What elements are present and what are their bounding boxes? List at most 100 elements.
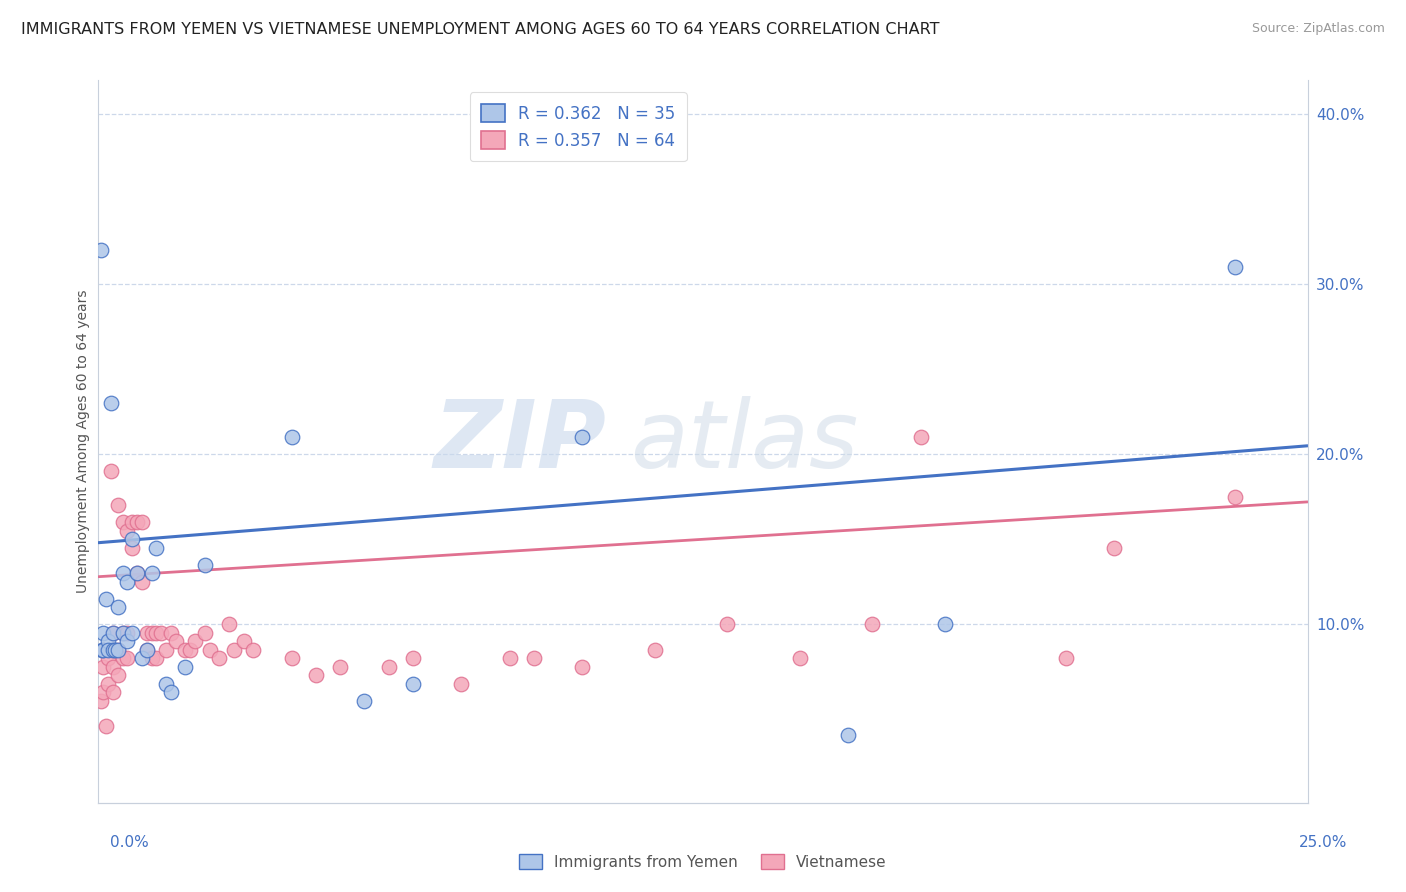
Text: ZIP: ZIP (433, 395, 606, 488)
Point (644, 642, 666, 657)
Point (184, 634, 207, 648)
Point (860, 617, 883, 632)
Point (194, 625, 217, 640)
Point (104, 642, 127, 657)
Point (789, 651, 811, 665)
Point (1223, 490, 1246, 504)
Point (127, 566, 149, 581)
Point (97, 651, 120, 665)
Point (117, 524, 139, 538)
Point (117, 625, 139, 640)
Point (101, 625, 124, 640)
Point (232, 634, 254, 648)
Point (208, 651, 231, 665)
Legend: R = 0.362   N = 35, R = 0.357   N = 64: R = 0.362 N = 35, R = 0.357 N = 64 (470, 92, 686, 161)
Point (100, 396, 122, 410)
Point (222, 642, 245, 657)
Point (90, 244, 112, 258)
Point (94, 719, 117, 733)
Point (353, 694, 375, 708)
Point (94, 591, 117, 606)
Point (198, 642, 221, 657)
Point (377, 660, 399, 674)
Point (117, 574, 139, 589)
Point (402, 651, 425, 665)
Point (837, 728, 859, 742)
Point (523, 651, 546, 665)
Point (135, 642, 157, 657)
Point (1054, 651, 1077, 665)
Point (121, 533, 143, 547)
Point (218, 617, 240, 632)
Point (91, 642, 114, 657)
Point (155, 677, 177, 691)
Point (571, 430, 593, 444)
Point (107, 600, 129, 615)
Point (1102, 541, 1125, 555)
Point (141, 566, 163, 581)
Point (117, 651, 139, 665)
Point (145, 625, 167, 640)
Point (934, 617, 956, 632)
Point (90, 694, 112, 708)
Point (107, 668, 129, 682)
Point (165, 634, 187, 648)
Point (107, 642, 129, 657)
Point (155, 642, 177, 657)
Text: 25.0%: 25.0% (1299, 836, 1347, 850)
Point (329, 660, 352, 674)
Point (121, 516, 143, 530)
Point (145, 541, 167, 555)
Text: IMMIGRANTS FROM YEMEN VS VIETNAMESE UNEMPLOYMENT AMONG AGES 60 TO 64 YEARS CORRE: IMMIGRANTS FROM YEMEN VS VIETNAMESE UNEM… (21, 22, 939, 37)
Point (1223, 260, 1246, 275)
Point (127, 566, 149, 581)
Point (121, 625, 143, 640)
Text: 0.0%: 0.0% (110, 836, 149, 850)
Point (174, 642, 197, 657)
Point (107, 498, 129, 512)
Text: atlas: atlas (630, 396, 859, 487)
Point (141, 651, 163, 665)
Point (194, 558, 217, 572)
Point (305, 668, 328, 682)
Point (107, 642, 129, 657)
Point (135, 625, 157, 640)
Point (100, 464, 122, 478)
Point (101, 642, 124, 657)
Point (117, 634, 139, 648)
Point (121, 541, 143, 555)
Point (91, 685, 114, 699)
Point (111, 625, 134, 640)
Point (242, 642, 264, 657)
Point (160, 625, 183, 640)
Point (111, 651, 134, 665)
Point (150, 625, 173, 640)
Point (91, 625, 114, 640)
Point (101, 642, 124, 657)
Point (179, 642, 201, 657)
Point (111, 625, 134, 640)
Point (97, 642, 120, 657)
Point (97, 634, 120, 648)
Point (101, 685, 124, 699)
Point (281, 651, 304, 665)
Point (131, 574, 153, 589)
Point (91, 642, 114, 657)
Point (127, 516, 149, 530)
Legend: Immigrants from Yemen, Vietnamese: Immigrants from Yemen, Vietnamese (512, 846, 894, 877)
Point (135, 642, 157, 657)
Point (91, 642, 114, 657)
Point (160, 685, 183, 699)
Point (97, 677, 120, 691)
Point (131, 651, 153, 665)
Text: Source: ZipAtlas.com: Source: ZipAtlas.com (1251, 22, 1385, 36)
Y-axis label: Unemployment Among Ages 60 to 64 years: Unemployment Among Ages 60 to 64 years (76, 290, 90, 593)
Point (716, 617, 738, 632)
Point (91, 660, 114, 674)
Point (145, 651, 167, 665)
Point (101, 660, 124, 674)
Point (281, 430, 304, 444)
Point (498, 651, 520, 665)
Point (450, 677, 472, 691)
Point (174, 660, 197, 674)
